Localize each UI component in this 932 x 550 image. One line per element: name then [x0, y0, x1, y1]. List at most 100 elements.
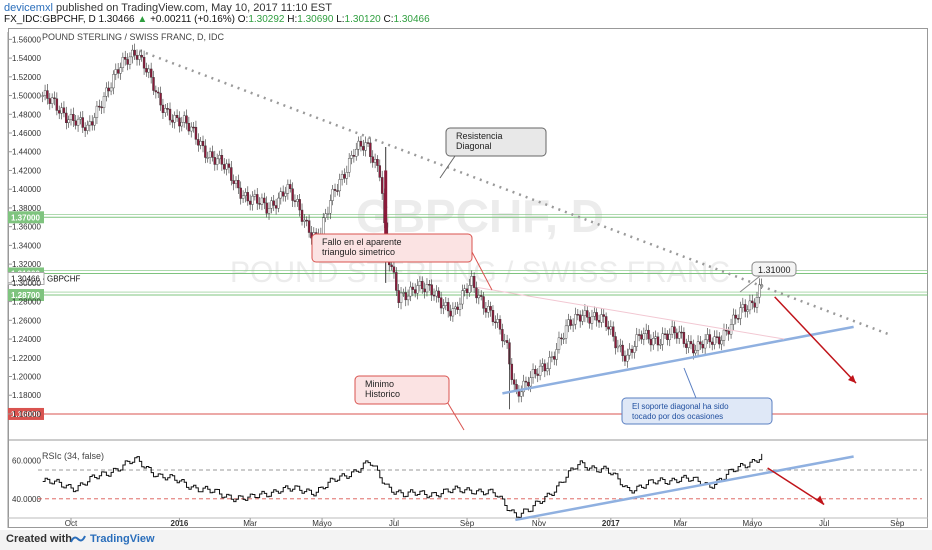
candle-down: [446, 302, 450, 312]
candle-down: [560, 337, 563, 340]
candle-up: [628, 348, 631, 356]
last-price-bg: [7, 271, 45, 285]
author-link[interactable]: devicemxl: [4, 2, 53, 14]
candle-down: [256, 194, 259, 204]
y-tick-label: 1.16000: [12, 410, 41, 419]
candle-up: [567, 319, 570, 327]
candle-up: [340, 174, 344, 180]
candle-down: [395, 272, 398, 291]
candle-up: [215, 158, 219, 165]
candle-down: [152, 77, 155, 91]
candle-up: [284, 193, 287, 197]
candle-up: [463, 288, 466, 291]
candle-up: [652, 338, 655, 346]
candle-down: [699, 341, 702, 345]
tradingview-brand[interactable]: TradingView: [90, 533, 155, 545]
candle-down: [239, 187, 242, 199]
candle-down: [576, 314, 580, 316]
candle-up: [109, 87, 113, 92]
candle-up: [50, 97, 54, 104]
candle-down: [307, 220, 311, 233]
y-tick-label: 1.28000: [12, 298, 41, 307]
candle-down: [753, 302, 756, 308]
candle-up: [541, 363, 544, 367]
candle-down: [524, 380, 528, 383]
candle-down: [343, 174, 346, 179]
candle-down: [263, 197, 266, 204]
candle-down: [305, 219, 308, 222]
candle-down: [289, 184, 292, 189]
forecast-arrow: [774, 296, 857, 384]
candle-up: [661, 333, 664, 345]
high-label: H:: [287, 14, 298, 25]
candle-down: [607, 326, 610, 330]
candle-up: [548, 357, 551, 369]
last-price: 1.30466: [98, 14, 135, 25]
candle-down: [647, 329, 650, 340]
callout-text: triangulo simetrico: [322, 247, 395, 257]
candle-up: [435, 290, 438, 297]
chart-frame[interactable]: [8, 28, 928, 528]
symbol-ohlc: FX_IDC:GBPCHF, D 1.30466 ▲ +0.00211 (+0.…: [4, 14, 430, 25]
x-tick-label: Jul: [819, 519, 829, 528]
forecast-arrow-head: [847, 375, 856, 384]
open-value: 1.30292: [248, 14, 285, 25]
candle-down: [46, 90, 49, 99]
candle-down: [126, 59, 129, 65]
candle-up: [468, 285, 471, 294]
candle-down: [692, 343, 695, 354]
published-text: published on TradingView.com, May 10, 20…: [55, 2, 332, 14]
candle-down: [505, 340, 509, 343]
candle-up: [277, 197, 280, 209]
callout-box: [445, 127, 547, 157]
candle-down: [586, 310, 589, 318]
candle-up: [600, 314, 603, 323]
candle-up: [225, 163, 228, 170]
y-tick-label: 1.30000: [12, 279, 41, 288]
candle-down: [465, 288, 469, 294]
candle-up: [635, 334, 638, 347]
y-tick-label: 1.56000: [12, 35, 41, 44]
x-tick-label: Mar: [243, 519, 257, 528]
y-tick-label: 1.34000: [12, 241, 41, 250]
candle-up: [668, 333, 671, 340]
candle-down: [569, 319, 572, 326]
candle-up: [741, 304, 745, 308]
candle-down: [237, 180, 240, 189]
candle-up: [331, 188, 334, 201]
candle-up: [642, 333, 646, 340]
candle-down: [159, 92, 162, 106]
candle-up: [345, 172, 349, 179]
candle-down: [413, 289, 417, 294]
candle-down: [166, 108, 169, 110]
candle-up: [241, 195, 245, 199]
chart-title: POUND STERLING / SWISS FRANC, D, IDC: [42, 32, 225, 42]
candle-down: [725, 329, 728, 332]
footer-bar: Created with TradingView: [0, 530, 932, 550]
candle-down: [378, 165, 382, 178]
candle-down: [74, 120, 77, 126]
candle-up: [373, 159, 377, 163]
candle-down: [178, 117, 181, 127]
candle-up: [119, 67, 122, 74]
y-tick-label: 1.42000: [12, 166, 41, 175]
candle-down: [512, 379, 516, 385]
callout-pointer: [471, 251, 493, 291]
candle-down: [534, 369, 537, 375]
candle-up: [522, 380, 525, 393]
candle-down: [701, 344, 704, 349]
candle-down: [597, 320, 601, 323]
rsi-line: [42, 453, 763, 518]
candle-up: [88, 121, 92, 126]
candle-down: [300, 209, 304, 222]
candle-up: [748, 300, 752, 311]
candle-down: [456, 306, 459, 310]
candle-up: [425, 284, 429, 293]
x-tick-label: Mayo: [742, 519, 762, 528]
candle-up: [164, 108, 167, 113]
candle-down: [501, 329, 504, 342]
x-tick-label: Sep: [460, 519, 475, 528]
candle-up: [206, 157, 209, 159]
candle-down: [333, 188, 337, 191]
